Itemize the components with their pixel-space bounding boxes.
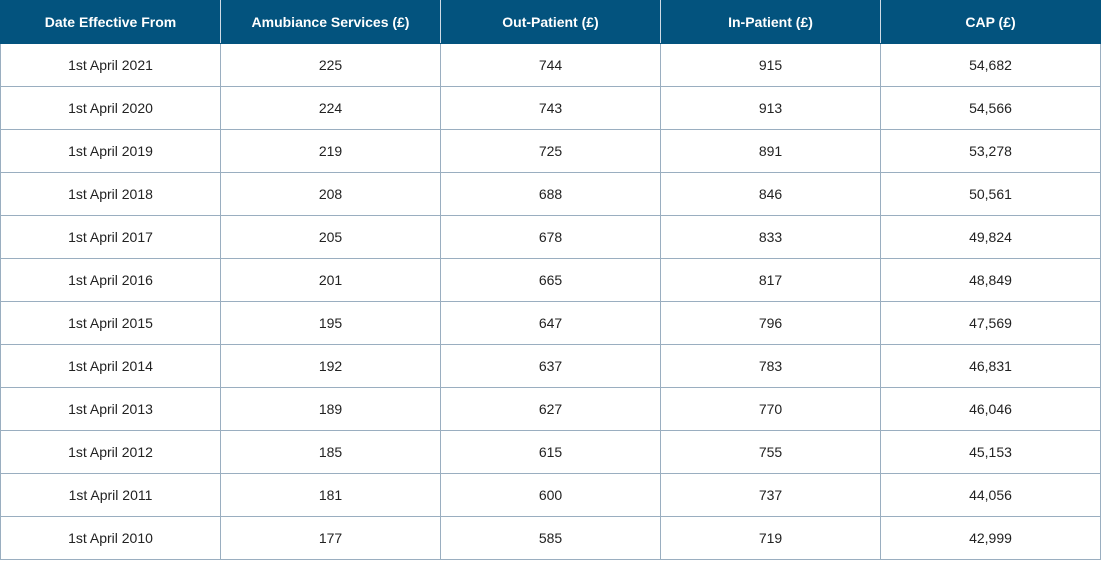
cell-date-effective-from: 1st April 2017 xyxy=(0,215,221,259)
cell-out-patient: 637 xyxy=(440,344,661,388)
cell-out-patient: 743 xyxy=(440,86,661,130)
cell-out-patient: 725 xyxy=(440,129,661,173)
cell-date-effective-from: 1st April 2021 xyxy=(0,43,221,87)
cell-ambulance-services: 219 xyxy=(220,129,441,173)
table-row: 1st April 2016 201 665 817 48,849 xyxy=(0,258,1101,302)
cell-date-effective-from: 1st April 2015 xyxy=(0,301,221,345)
cell-out-patient: 744 xyxy=(440,43,661,87)
cell-ambulance-services: 224 xyxy=(220,86,441,130)
cell-cap: 46,831 xyxy=(880,344,1101,388)
header-row: Date Effective From Amubiance Services (… xyxy=(0,0,1101,44)
cell-in-patient: 846 xyxy=(660,172,881,216)
cell-cap: 44,056 xyxy=(880,473,1101,517)
cell-ambulance-services: 189 xyxy=(220,387,441,431)
cell-in-patient: 755 xyxy=(660,430,881,474)
cell-ambulance-services: 177 xyxy=(220,516,441,560)
cell-ambulance-services: 185 xyxy=(220,430,441,474)
cell-in-patient: 913 xyxy=(660,86,881,130)
header-date-effective-from: Date Effective From xyxy=(0,0,221,44)
table-body: 1st April 2021 225 744 915 54,682 1st April 2… xyxy=(0,43,1101,560)
table-row: 1st April 2015 195 647 796 47,569 xyxy=(0,301,1101,345)
cell-out-patient: 627 xyxy=(440,387,661,431)
table-row: 1st April 2020 224 743 913 54,566 xyxy=(0,86,1101,130)
cell-cap: 49,824 xyxy=(880,215,1101,259)
cell-ambulance-services: 208 xyxy=(220,172,441,216)
cell-cap: 45,153 xyxy=(880,430,1101,474)
cell-out-patient: 678 xyxy=(440,215,661,259)
cell-in-patient: 770 xyxy=(660,387,881,431)
cell-cap: 48,849 xyxy=(880,258,1101,302)
cell-ambulance-services: 195 xyxy=(220,301,441,345)
cell-in-patient: 891 xyxy=(660,129,881,173)
cell-cap: 46,046 xyxy=(880,387,1101,431)
header-in-patient: In-Patient (£) xyxy=(660,0,881,44)
cell-date-effective-from: 1st April 2018 xyxy=(0,172,221,216)
cell-date-effective-from: 1st April 2019 xyxy=(0,129,221,173)
table-row: 1st April 2010 177 585 719 42,999 xyxy=(0,516,1101,560)
cell-in-patient: 783 xyxy=(660,344,881,388)
cell-cap: 42,999 xyxy=(880,516,1101,560)
cell-date-effective-from: 1st April 2014 xyxy=(0,344,221,388)
cell-out-patient: 647 xyxy=(440,301,661,345)
cell-in-patient: 833 xyxy=(660,215,881,259)
table-row: 1st April 2014 192 637 783 46,831 xyxy=(0,344,1101,388)
cell-date-effective-from: 1st April 2011 xyxy=(0,473,221,517)
cell-ambulance-services: 225 xyxy=(220,43,441,87)
table-row: 1st April 2011 181 600 737 44,056 xyxy=(0,473,1101,517)
table-row: 1st April 2019 219 725 891 53,278 xyxy=(0,129,1101,173)
cell-out-patient: 615 xyxy=(440,430,661,474)
cell-cap: 47,569 xyxy=(880,301,1101,345)
cell-date-effective-from: 1st April 2010 xyxy=(0,516,221,560)
cell-in-patient: 915 xyxy=(660,43,881,87)
cell-in-patient: 817 xyxy=(660,258,881,302)
cell-out-patient: 688 xyxy=(440,172,661,216)
table-header: Date Effective From Amubiance Services (… xyxy=(0,0,1101,44)
cell-in-patient: 719 xyxy=(660,516,881,560)
cell-ambulance-services: 201 xyxy=(220,258,441,302)
header-out-patient: Out-Patient (£) xyxy=(440,0,661,44)
cell-cap: 50,561 xyxy=(880,172,1101,216)
cell-cap: 53,278 xyxy=(880,129,1101,173)
table-row: 1st April 2018 208 688 846 50,561 xyxy=(0,172,1101,216)
cell-date-effective-from: 1st April 2016 xyxy=(0,258,221,302)
cell-cap: 54,566 xyxy=(880,86,1101,130)
table-row: 1st April 2017 205 678 833 49,824 xyxy=(0,215,1101,259)
cell-date-effective-from: 1st April 2012 xyxy=(0,430,221,474)
table-row: 1st April 2012 185 615 755 45,153 xyxy=(0,430,1101,474)
cell-ambulance-services: 181 xyxy=(220,473,441,517)
table-row: 1st April 2021 225 744 915 54,682 xyxy=(0,43,1101,87)
cell-in-patient: 796 xyxy=(660,301,881,345)
header-ambulance-services: Amubiance Services (£) xyxy=(220,0,441,44)
cell-out-patient: 600 xyxy=(440,473,661,517)
cell-ambulance-services: 205 xyxy=(220,215,441,259)
cell-out-patient: 665 xyxy=(440,258,661,302)
cell-date-effective-from: 1st April 2020 xyxy=(0,86,221,130)
cell-cap: 54,682 xyxy=(880,43,1101,87)
cell-date-effective-from: 1st April 2013 xyxy=(0,387,221,431)
table-row: 1st April 2013 189 627 770 46,046 xyxy=(0,387,1101,431)
cell-ambulance-services: 192 xyxy=(220,344,441,388)
cell-in-patient: 737 xyxy=(660,473,881,517)
cell-out-patient: 585 xyxy=(440,516,661,560)
header-cap: CAP (£) xyxy=(880,0,1101,44)
